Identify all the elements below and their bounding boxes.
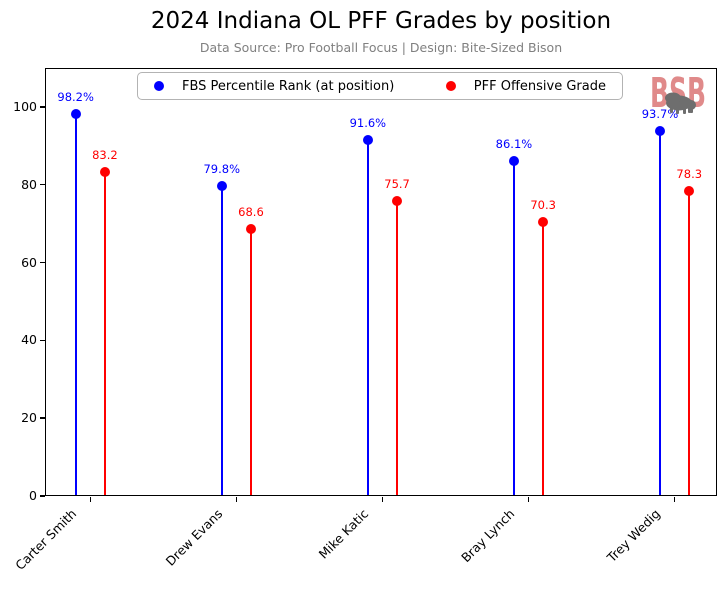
y-axis-tick	[39, 339, 45, 342]
y-axis-tick-label: 100	[13, 98, 37, 114]
pff-offensive-grade-stem	[542, 222, 545, 495]
y-axis-tick-label: 0	[29, 488, 37, 503]
fbs-percentile-rank-stem	[74, 113, 77, 495]
fbs-percentile-rank-value-label: 93.7%	[641, 107, 679, 122]
fbs-percentile-rank-stem	[659, 131, 662, 495]
legend-label-fbs-percentile-rank: FBS Percentile Rank (at position)	[182, 78, 395, 94]
fbs-percentile-rank-data-point-dot	[362, 134, 373, 145]
fbs-percentile-rank-stem	[512, 160, 515, 495]
chart-subtitle: Data Source: Pro Football Focus | Design…	[199, 40, 563, 55]
fbs-percentile-rank-value-label: 98.2%	[57, 89, 94, 104]
y-axis-tick	[39, 417, 45, 419]
pff-offensive-grade-stem	[249, 229, 252, 495]
pff-offensive-grade-data-point-dot	[99, 167, 110, 178]
fbs-percentile-rank-value-label: 86.1%	[495, 136, 533, 151]
pff-offensive-grade-data-point-dot	[392, 196, 403, 207]
fbs-percentile-rank-data-point-dot	[508, 155, 519, 166]
legend-item-pff-offensive-grade: PFF Offensive Grade	[445, 78, 606, 94]
pff-offensive-grade-value-label: 68.6	[238, 205, 264, 220]
pff-offensive-grade-stem	[103, 172, 106, 495]
fbs-percentile-rank-data-point-dot	[216, 180, 227, 191]
y-axis-tick	[39, 106, 45, 108]
pff-offensive-grade-stem	[396, 201, 399, 495]
y-axis-tick	[39, 261, 45, 264]
x-axis-tick	[381, 497, 384, 502]
x-axis-tick	[673, 497, 676, 502]
pff-offensive-grade-data-point-dot	[245, 224, 256, 235]
bison-icon	[665, 92, 696, 114]
y-axis-tick	[39, 184, 45, 186]
plot-area	[45, 68, 717, 496]
x-axis-category-label: Bray Lynch	[457, 506, 518, 566]
pff-offensive-grade-value-label: 75.7	[384, 177, 410, 192]
x-axis-tick	[235, 497, 238, 502]
pff-offensive-grade-value-label: 70.3	[530, 198, 556, 213]
fbs-percentile-rank-data-point-dot	[655, 126, 666, 137]
chart-title: 2024 Indiana OL PFF Grades by position	[150, 8, 612, 34]
x-axis-category-label: Mike Katic	[315, 506, 372, 562]
x-axis-tick	[89, 497, 91, 502]
fbs-percentile-rank-value-label: 79.8%	[203, 161, 241, 176]
y-axis-tick-label: 40	[21, 332, 37, 348]
y-axis-tick-label: 80	[21, 176, 37, 192]
legend-label-pff-offensive-grade: PFF Offensive Grade	[473, 78, 606, 94]
pff-offensive-grade-data-point-dot	[684, 186, 695, 197]
x-axis-category-label: Trey Wedig	[604, 506, 664, 565]
fbs-percentile-rank-stem	[366, 139, 369, 495]
x-axis-category-label: Drew Evans	[162, 506, 225, 569]
bsb-logo-icon: BSB	[650, 69, 706, 117]
legend-item-fbs-percentile-rank: FBS Percentile Rank (at position)	[154, 79, 394, 94]
pff-offensive-grade-stem	[688, 191, 691, 495]
pff-offensive-grade-data-point-dot	[538, 217, 549, 228]
x-axis-tick	[527, 497, 530, 502]
y-axis-tick-label: 60	[21, 254, 37, 270]
pff-offensive-grade-value-label: 78.3	[676, 167, 703, 182]
fbs-percentile-rank-stem	[220, 185, 223, 495]
bite-sized-bison-watermark: BSB	[649, 69, 711, 120]
y-axis-tick-label: 20	[21, 410, 37, 426]
blue-dot-marker-icon	[154, 81, 164, 91]
y-axis-tick	[39, 495, 45, 497]
fbs-percentile-rank-value-label: 91.6%	[349, 115, 387, 130]
pff-offensive-grade-value-label: 83.2	[92, 148, 118, 163]
x-axis-category-label: Carter Smith	[11, 506, 79, 573]
red-dot-marker-icon	[445, 81, 456, 91]
legend: FBS Percentile Rank (at position) PFF Of…	[137, 72, 623, 100]
fbs-percentile-rank-data-point-dot	[70, 108, 81, 119]
